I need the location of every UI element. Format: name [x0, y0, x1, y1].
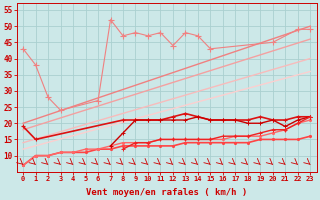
X-axis label: Vent moyen/en rafales ( km/h ): Vent moyen/en rafales ( km/h )	[86, 188, 247, 197]
